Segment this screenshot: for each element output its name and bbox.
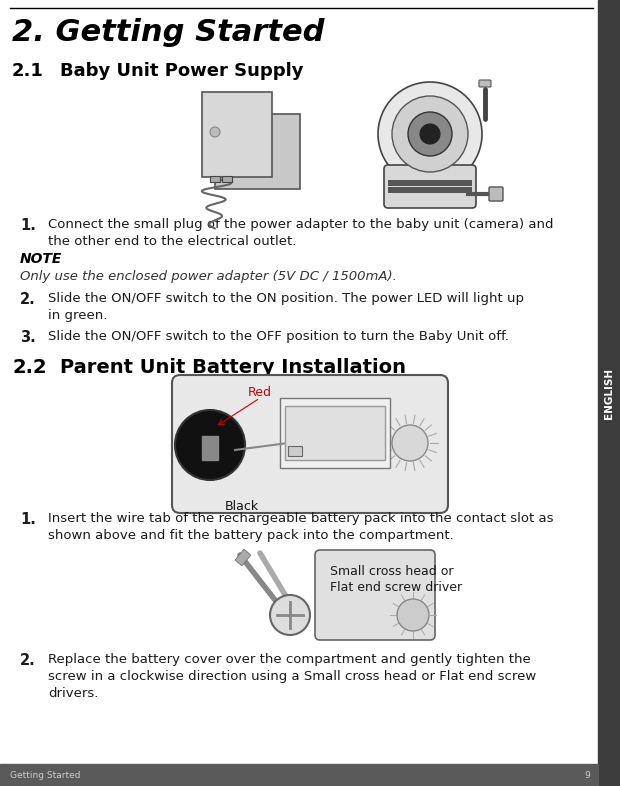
Text: Baby Unit Power Supply: Baby Unit Power Supply [60,62,304,80]
Text: Red: Red [248,386,272,399]
Text: Slide the ON/OFF switch to the OFF position to turn the Baby Unit off.: Slide the ON/OFF switch to the OFF posit… [48,330,509,343]
Text: 1.: 1. [20,218,36,233]
Text: Only use the enclosed power adapter (5V DC / 1500mA).: Only use the enclosed power adapter (5V … [20,270,397,283]
Bar [288,446,302,456]
FancyBboxPatch shape [315,550,435,640]
FancyBboxPatch shape [489,187,503,201]
Circle shape [392,425,428,461]
Text: NOTE: NOTE [20,252,63,266]
Circle shape [397,599,429,631]
Circle shape [270,595,310,635]
Bar [210,176,220,182]
Bar [222,176,232,182]
Circle shape [210,127,220,137]
Text: 9: 9 [584,770,590,780]
Text: 2.: 2. [20,653,36,668]
Circle shape [175,410,245,480]
Text: Parent Unit Battery Installation: Parent Unit Battery Installation [60,358,406,377]
Bar [388,187,472,193]
Text: Slide the ON/OFF switch to the ON position. The power LED will light up: Slide the ON/OFF switch to the ON positi… [48,292,524,305]
Text: 3.: 3. [20,330,36,345]
Bar [0,764,598,786]
Text: 1.: 1. [20,512,36,527]
Circle shape [420,124,440,144]
Text: Getting Started: Getting Started [10,770,81,780]
FancyBboxPatch shape [384,165,476,208]
Text: drivers.: drivers. [48,687,99,700]
Text: Connect the small plug of the power adapter to the baby unit (camera) and: Connect the small plug of the power adap… [48,218,554,231]
Text: 2.: 2. [20,292,36,307]
FancyBboxPatch shape [202,92,272,177]
Text: Replace the battery cover over the compartment and gently tighten the: Replace the battery cover over the compa… [48,653,531,666]
Text: in green.: in green. [48,309,107,322]
Circle shape [408,112,452,156]
Circle shape [392,96,468,172]
FancyBboxPatch shape [479,80,491,87]
Text: 2.1: 2.1 [12,62,44,80]
Bar [235,549,251,566]
Text: 2.2: 2.2 [12,358,46,377]
Text: Flat end screw driver: Flat end screw driver [330,581,462,594]
Text: ENGLISH: ENGLISH [604,367,614,419]
Bar [388,180,472,186]
FancyBboxPatch shape [172,375,448,513]
Text: Insert the wire tab of the rechargeable battery pack into the contact slot as: Insert the wire tab of the rechargeable … [48,512,554,525]
Bar [285,406,385,460]
Text: Black: Black [225,500,259,513]
Bar [598,0,620,786]
Text: the other end to the electrical outlet.: the other end to the electrical outlet. [48,235,296,248]
Text: Small cross head or: Small cross head or [330,565,453,578]
Text: screw in a clockwise direction using a Small cross head or Flat end screw: screw in a clockwise direction using a S… [48,670,536,683]
Circle shape [378,82,482,186]
Bar [202,436,218,460]
FancyBboxPatch shape [215,114,300,189]
Text: shown above and fit the battery pack into the compartment.: shown above and fit the battery pack int… [48,529,454,542]
Bar [280,398,390,468]
Text: 2. Getting Started: 2. Getting Started [12,18,324,47]
